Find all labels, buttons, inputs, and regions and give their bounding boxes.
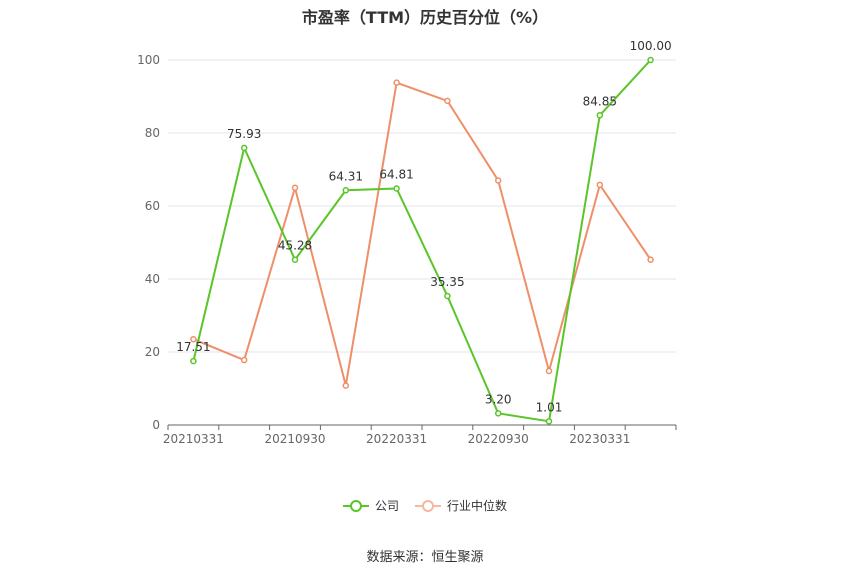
legend-swatch-industry-median (415, 499, 441, 513)
y-tick-label: 0 (152, 418, 160, 432)
data-point-industry-median (444, 97, 451, 105)
y-tick-label: 20 (145, 345, 160, 359)
legend-item-company[interactable]: 公司 (342, 497, 399, 514)
data-label-company: 3.20 (485, 392, 512, 406)
data-point-industry-median (291, 184, 299, 191)
x-tick-label: 20220930 (468, 432, 529, 446)
y-tick-label: 80 (145, 126, 160, 140)
data-point-company (596, 112, 604, 119)
data-point-company (494, 410, 502, 417)
data-point-industry-median (647, 256, 654, 263)
data-point-industry-median (190, 335, 197, 343)
series-lines (190, 56, 654, 425)
data-point-industry-median (342, 382, 350, 389)
x-tick-label: 20210331 (163, 432, 224, 446)
data-label-company: 1.01 (536, 400, 563, 414)
data-label-company: 75.93 (227, 127, 261, 141)
data-source-note: 数据来源：恒生聚源 (366, 550, 484, 565)
data-point-industry-median (545, 367, 553, 375)
legend-swatch-company (342, 499, 369, 513)
data-point-industry-median (596, 181, 604, 189)
legend: 公司 行业中位数 (0, 497, 850, 514)
x-tick-label: 20230331 (569, 432, 630, 446)
data-point-company (190, 357, 197, 365)
data-label-company: 84.85 (583, 94, 617, 108)
data-label-company: 100.00 (630, 39, 672, 53)
x-tick-label: 20210930 (264, 432, 325, 446)
y-tick-label: 40 (145, 272, 160, 286)
axes: 0 20 40 60 80 100 20210331 20210930 20220331 2022… (137, 53, 677, 446)
data-point-industry-median (494, 177, 502, 184)
x-tick-label: 20220331 (366, 432, 427, 446)
data-label-company: 17.51 (176, 340, 210, 354)
y-tick-label: 100 (137, 53, 160, 67)
data-label-company: 45.28 (278, 239, 312, 253)
data-point-company (444, 292, 451, 300)
legend-item-industry-median[interactable]: 行业中位数 (415, 497, 507, 514)
data-point-company (545, 418, 553, 425)
legend-label-company: 公司 (374, 499, 399, 513)
data-point-company (240, 144, 248, 152)
data-point-company (393, 185, 400, 192)
data-labels: 17.51 75.93 45.28 64.31 64.81 35.35 3.20 1.01 84… (176, 39, 671, 414)
data-point-industry-median (240, 356, 248, 364)
data-label-company: 64.81 (379, 167, 413, 181)
chart-title: 市盈率（TTM）历史百分位（%） (301, 8, 549, 27)
grid-lines (168, 59, 676, 353)
data-point-company (342, 187, 350, 194)
data-point-company (291, 256, 299, 263)
data-label-company: 64.31 (329, 169, 363, 183)
data-point-industry-median (393, 79, 400, 86)
y-tick-label: 60 (145, 199, 160, 213)
data-point-company (647, 56, 654, 64)
legend-label-industry-median: 行业中位数 (447, 499, 508, 513)
series-line-company (192, 59, 652, 423)
data-label-company: 35.35 (430, 275, 464, 289)
series-line-industry-median (193, 81, 652, 387)
